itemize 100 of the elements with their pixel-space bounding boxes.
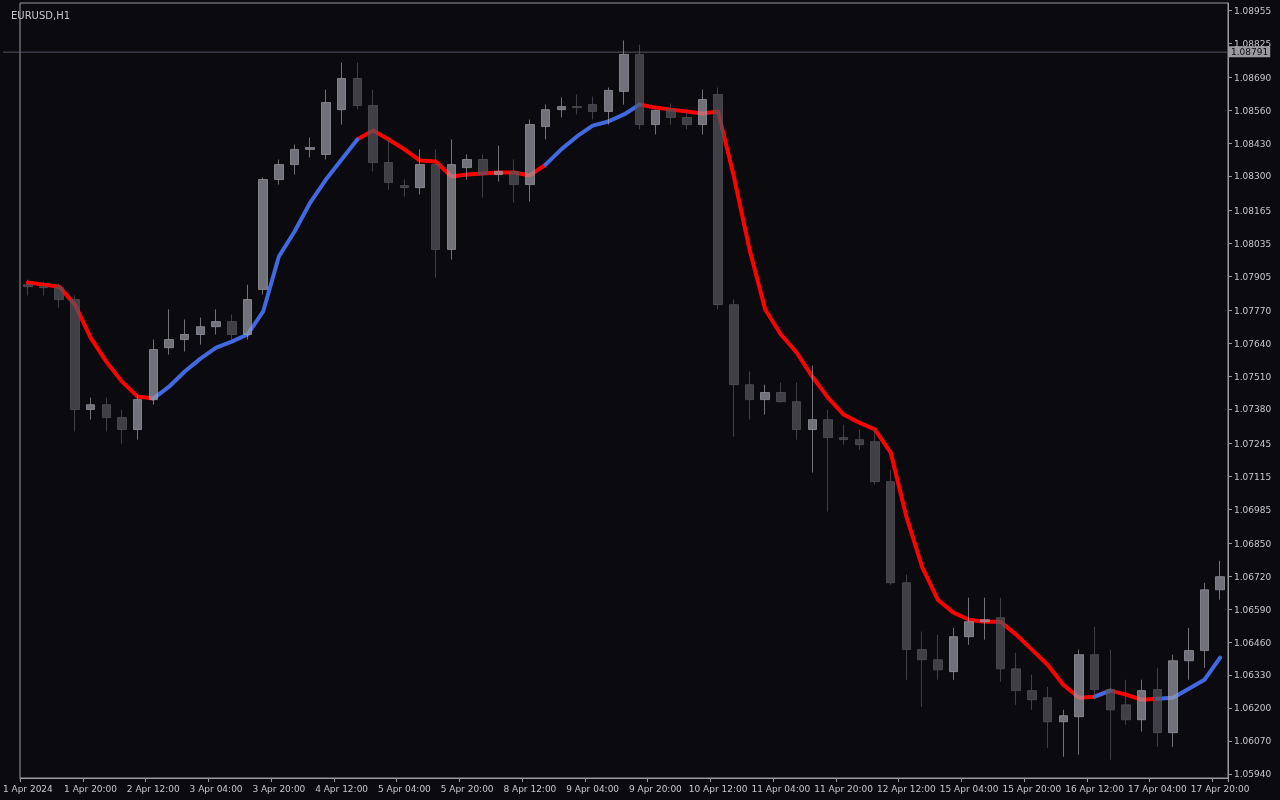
y-tick-label: 1.08690	[1234, 72, 1272, 83]
x-tick-label: 9 Apr 20:00	[628, 783, 683, 794]
candlestick	[117, 409, 127, 445]
y-tick-label: 1.07380	[1234, 404, 1272, 415]
candlestick	[86, 397, 95, 421]
candlestick	[164, 308, 174, 356]
candlestick	[258, 177, 268, 296]
candlestick	[1106, 649, 1115, 761]
candlestick	[211, 308, 221, 336]
candlestick	[572, 93, 582, 115]
y-tick-label: 1.07510	[1234, 371, 1272, 382]
candlestick	[305, 136, 315, 158]
y-tick-label: 1.06720	[1234, 571, 1272, 582]
y-tick-label: 1.08825	[1234, 38, 1272, 49]
x-tick-label: 17 Apr 04:00	[1128, 783, 1188, 794]
candlestick	[666, 103, 676, 126]
y-tick-label: 1.07640	[1234, 338, 1272, 349]
candlestick	[745, 371, 754, 421]
candlestick	[384, 139, 393, 191]
candlestick	[243, 284, 252, 341]
candlestick	[368, 89, 378, 172]
x-tick-label: 15 Apr 04:00	[939, 783, 999, 794]
candlestick	[1215, 560, 1225, 601]
candlestick	[353, 62, 362, 111]
candlestick	[39, 281, 48, 297]
x-tick-label: 3 Apr 04:00	[189, 783, 243, 794]
x-tick-label: 1 Apr 20:00	[64, 783, 118, 794]
y-tick-label: 1.08560	[1234, 105, 1272, 116]
y-tick-label: 1.06070	[1234, 736, 1272, 747]
y-tick-label: 1.07905	[1234, 271, 1272, 282]
candlestick	[541, 104, 550, 141]
x-tick-label: 3 Apr 20:00	[252, 783, 306, 794]
candlestick	[180, 319, 189, 352]
candlestick	[792, 382, 801, 441]
candlestick	[682, 111, 692, 130]
candlestick	[133, 394, 142, 441]
candlestick	[917, 631, 927, 708]
candlestick	[415, 148, 425, 195]
candlestick	[525, 119, 535, 203]
candlestick	[588, 95, 597, 120]
x-tick-label: 17 Apr 20:00	[1190, 783, 1250, 794]
x-tick-label: 12 Apr 12:00	[877, 783, 936, 794]
x-tick-label: 10 Apr 12:00	[688, 783, 748, 794]
y-tick-label: 1.07115	[1234, 471, 1272, 482]
y-tick-label: 1.06330	[1234, 670, 1272, 681]
candlestick	[337, 62, 346, 126]
candlestick	[902, 574, 911, 681]
candlestick	[855, 429, 864, 451]
candlestick	[557, 96, 566, 118]
candlestick	[1011, 652, 1021, 706]
candlestick	[996, 597, 1005, 683]
candlestick	[478, 153, 488, 199]
candlestick	[290, 144, 299, 175]
x-tick-label: 15 Apr 20:00	[1002, 783, 1062, 794]
candlestick	[823, 409, 833, 513]
y-tick-label: 1.06460	[1234, 637, 1272, 648]
candlestick	[980, 597, 990, 641]
text: EURUSD,H1	[11, 9, 71, 21]
candlestick	[274, 159, 284, 186]
candlestick	[698, 89, 707, 135]
candlestick	[227, 314, 237, 341]
candlestick	[494, 145, 503, 183]
candlestick	[70, 295, 80, 433]
candlestick	[1137, 679, 1146, 733]
candlestick	[23, 279, 33, 297]
y-tick-label: 1.07770	[1234, 305, 1272, 316]
candlestick	[651, 109, 660, 135]
candlestick	[619, 39, 629, 106]
candlestick	[462, 153, 472, 181]
candlestick	[1090, 626, 1099, 701]
candlestick	[509, 159, 519, 204]
x-tick-label: 11 Apr 20:00	[814, 783, 874, 794]
x-tick-label: 8 Apr 12:00	[503, 783, 557, 794]
y-tick-label: 1.06590	[1234, 604, 1272, 615]
candlestick	[729, 299, 739, 438]
y-tick-label: 1.06200	[1234, 703, 1272, 714]
candlestick	[1043, 686, 1052, 749]
candlestick	[149, 339, 158, 406]
y-tick-label: 1.08430	[1234, 138, 1272, 149]
candlestick	[1027, 674, 1037, 711]
candlestick	[1153, 667, 1162, 748]
x-tick-label: 5 Apr 04:00	[377, 783, 432, 794]
candlestick	[431, 148, 440, 279]
candlestick	[1168, 654, 1178, 748]
candlestick	[1074, 649, 1084, 756]
y-tick-label: 1.08955	[1234, 5, 1272, 16]
candlestick	[870, 429, 880, 486]
x-tick-label: 1 Apr 2024	[2, 783, 54, 794]
y-tick-label: 1.08300	[1234, 171, 1272, 182]
candlestick	[839, 424, 848, 446]
candlestick	[964, 597, 974, 646]
x-tick-label: 16 Apr 12:00	[1065, 783, 1125, 794]
candlestick	[1059, 709, 1068, 758]
y-tick-label: 1.08035	[1234, 238, 1272, 249]
candlestick	[321, 89, 331, 161]
y-tick-label: 1.07245	[1234, 438, 1272, 449]
candlestick	[1200, 582, 1209, 669]
x-tick-label: 4 Apr 12:00	[315, 783, 369, 794]
x-tick-label: 11 Apr 04:00	[751, 783, 811, 794]
candlestick	[54, 283, 64, 309]
